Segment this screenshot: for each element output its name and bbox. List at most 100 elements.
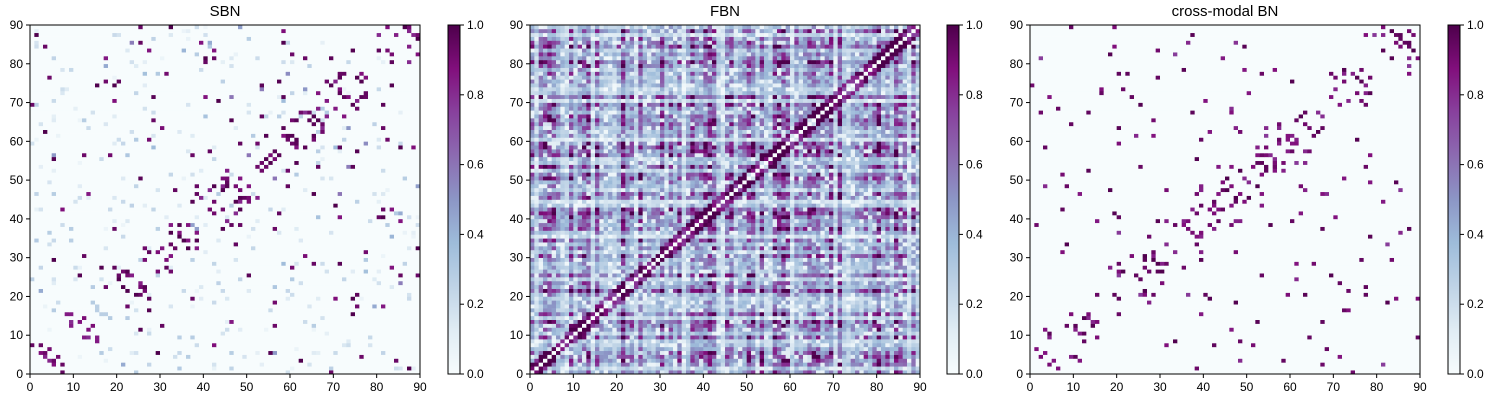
heatmap-cell bbox=[394, 351, 399, 355]
heatmap-cell bbox=[312, 355, 317, 359]
heatmap-cell bbox=[359, 320, 364, 324]
heatmap-cell bbox=[130, 304, 135, 308]
heatmap-cell bbox=[333, 293, 338, 297]
heatmap-cell bbox=[264, 234, 269, 238]
heatmap-cell bbox=[195, 355, 200, 359]
heatmap-cell bbox=[277, 231, 282, 235]
heatmap-cell bbox=[147, 304, 152, 308]
heatmap-cell bbox=[251, 219, 256, 223]
heatmap-cell bbox=[125, 231, 130, 235]
heatmap-cell bbox=[398, 293, 403, 297]
heatmap-cell bbox=[164, 231, 169, 235]
heatmap-cell bbox=[47, 176, 52, 180]
heatmap-cell bbox=[60, 238, 65, 242]
heatmap-cell bbox=[351, 277, 356, 281]
heatmap-cell bbox=[242, 242, 247, 246]
heatmap-cell bbox=[30, 246, 35, 250]
heatmap-cell bbox=[355, 165, 360, 169]
heatmap-cell bbox=[91, 238, 96, 242]
heatmap-cell bbox=[364, 211, 369, 215]
heatmap-cell bbox=[381, 262, 386, 266]
heatmap-cell bbox=[169, 366, 174, 370]
heatmap-cell bbox=[407, 281, 412, 285]
heatmap-cell bbox=[385, 324, 390, 328]
heatmap-cell bbox=[351, 200, 356, 204]
heatmap-cell bbox=[208, 200, 213, 204]
heatmap-cell bbox=[333, 362, 338, 366]
heatmap-cell bbox=[151, 351, 156, 355]
heatmap-cell bbox=[312, 168, 317, 172]
heatmap-cell bbox=[290, 351, 295, 355]
heatmap-cell bbox=[195, 234, 200, 238]
heatmap-cell bbox=[212, 168, 217, 172]
heatmap-cell bbox=[342, 188, 347, 192]
heatmap-cell bbox=[398, 227, 403, 231]
heatmap-cell bbox=[338, 184, 343, 188]
heatmap-cell bbox=[52, 355, 57, 359]
heatmap-cell bbox=[264, 366, 269, 370]
heatmap-cell bbox=[69, 355, 74, 359]
heatmap-cell bbox=[411, 324, 416, 328]
heatmap-cell bbox=[312, 203, 317, 207]
heatmap-cell bbox=[234, 331, 239, 335]
heatmap-cell bbox=[398, 223, 403, 227]
heatmap-cell bbox=[247, 227, 252, 231]
heatmap-cell bbox=[151, 324, 156, 328]
heatmap-cell bbox=[225, 277, 230, 281]
heatmap-cell bbox=[260, 304, 265, 308]
heatmap-cell bbox=[355, 231, 360, 235]
heatmap-cell bbox=[164, 320, 169, 324]
heatmap-cell bbox=[130, 234, 135, 238]
heatmap-cell bbox=[95, 273, 100, 277]
heatmap-cell bbox=[372, 168, 377, 172]
heatmap-cell bbox=[203, 358, 208, 362]
heatmap-cell bbox=[91, 362, 96, 366]
heatmap-cell bbox=[286, 165, 291, 169]
heatmap-cell bbox=[169, 238, 174, 242]
heatmap-cell bbox=[390, 316, 395, 320]
heatmap-cell bbox=[381, 180, 386, 184]
heatmap-cell bbox=[403, 343, 408, 347]
heatmap-cell bbox=[242, 192, 247, 196]
heatmap-cell bbox=[234, 316, 239, 320]
heatmap-cell bbox=[346, 211, 351, 215]
heatmap-cell bbox=[268, 347, 273, 351]
heatmap-cell bbox=[342, 277, 347, 281]
heatmap-cell bbox=[355, 254, 360, 258]
heatmap-cell bbox=[112, 234, 117, 238]
heatmap-cell bbox=[398, 366, 403, 370]
heatmap-cell bbox=[294, 358, 299, 362]
heatmap-cell bbox=[381, 327, 386, 331]
heatmap-cell bbox=[286, 339, 291, 343]
heatmap-cell bbox=[286, 196, 291, 200]
heatmap-cell bbox=[303, 242, 308, 246]
heatmap-cell bbox=[169, 296, 174, 300]
heatmap-cell bbox=[95, 331, 100, 335]
heatmap-cell bbox=[394, 281, 399, 285]
heatmap-cell bbox=[186, 165, 191, 169]
heatmap-cell bbox=[307, 320, 312, 324]
heatmap-cell bbox=[112, 262, 117, 266]
heatmap-cell bbox=[342, 184, 347, 188]
heatmap-cell bbox=[307, 188, 312, 192]
heatmap-cell bbox=[312, 196, 317, 200]
heatmap-cell bbox=[39, 184, 44, 188]
heatmap-cell bbox=[212, 254, 217, 258]
heatmap-cell bbox=[299, 316, 304, 320]
heatmap-cell bbox=[329, 192, 334, 196]
heatmap-cell bbox=[186, 312, 191, 316]
heatmap-cell bbox=[182, 219, 187, 223]
heatmap-cell bbox=[208, 327, 213, 331]
heatmap-cell bbox=[86, 362, 91, 366]
heatmap-cell bbox=[47, 227, 52, 231]
heatmap-cell bbox=[82, 219, 87, 223]
heatmap-cell bbox=[199, 316, 204, 320]
heatmap-cell bbox=[56, 293, 61, 297]
heatmap-cell bbox=[320, 281, 325, 285]
heatmap-cell bbox=[95, 316, 100, 320]
heatmap-cell bbox=[342, 300, 347, 304]
heatmap-cell bbox=[91, 161, 96, 165]
heatmap-cell bbox=[407, 211, 412, 215]
heatmap-cell bbox=[312, 277, 317, 281]
heatmap-cell bbox=[134, 277, 139, 281]
